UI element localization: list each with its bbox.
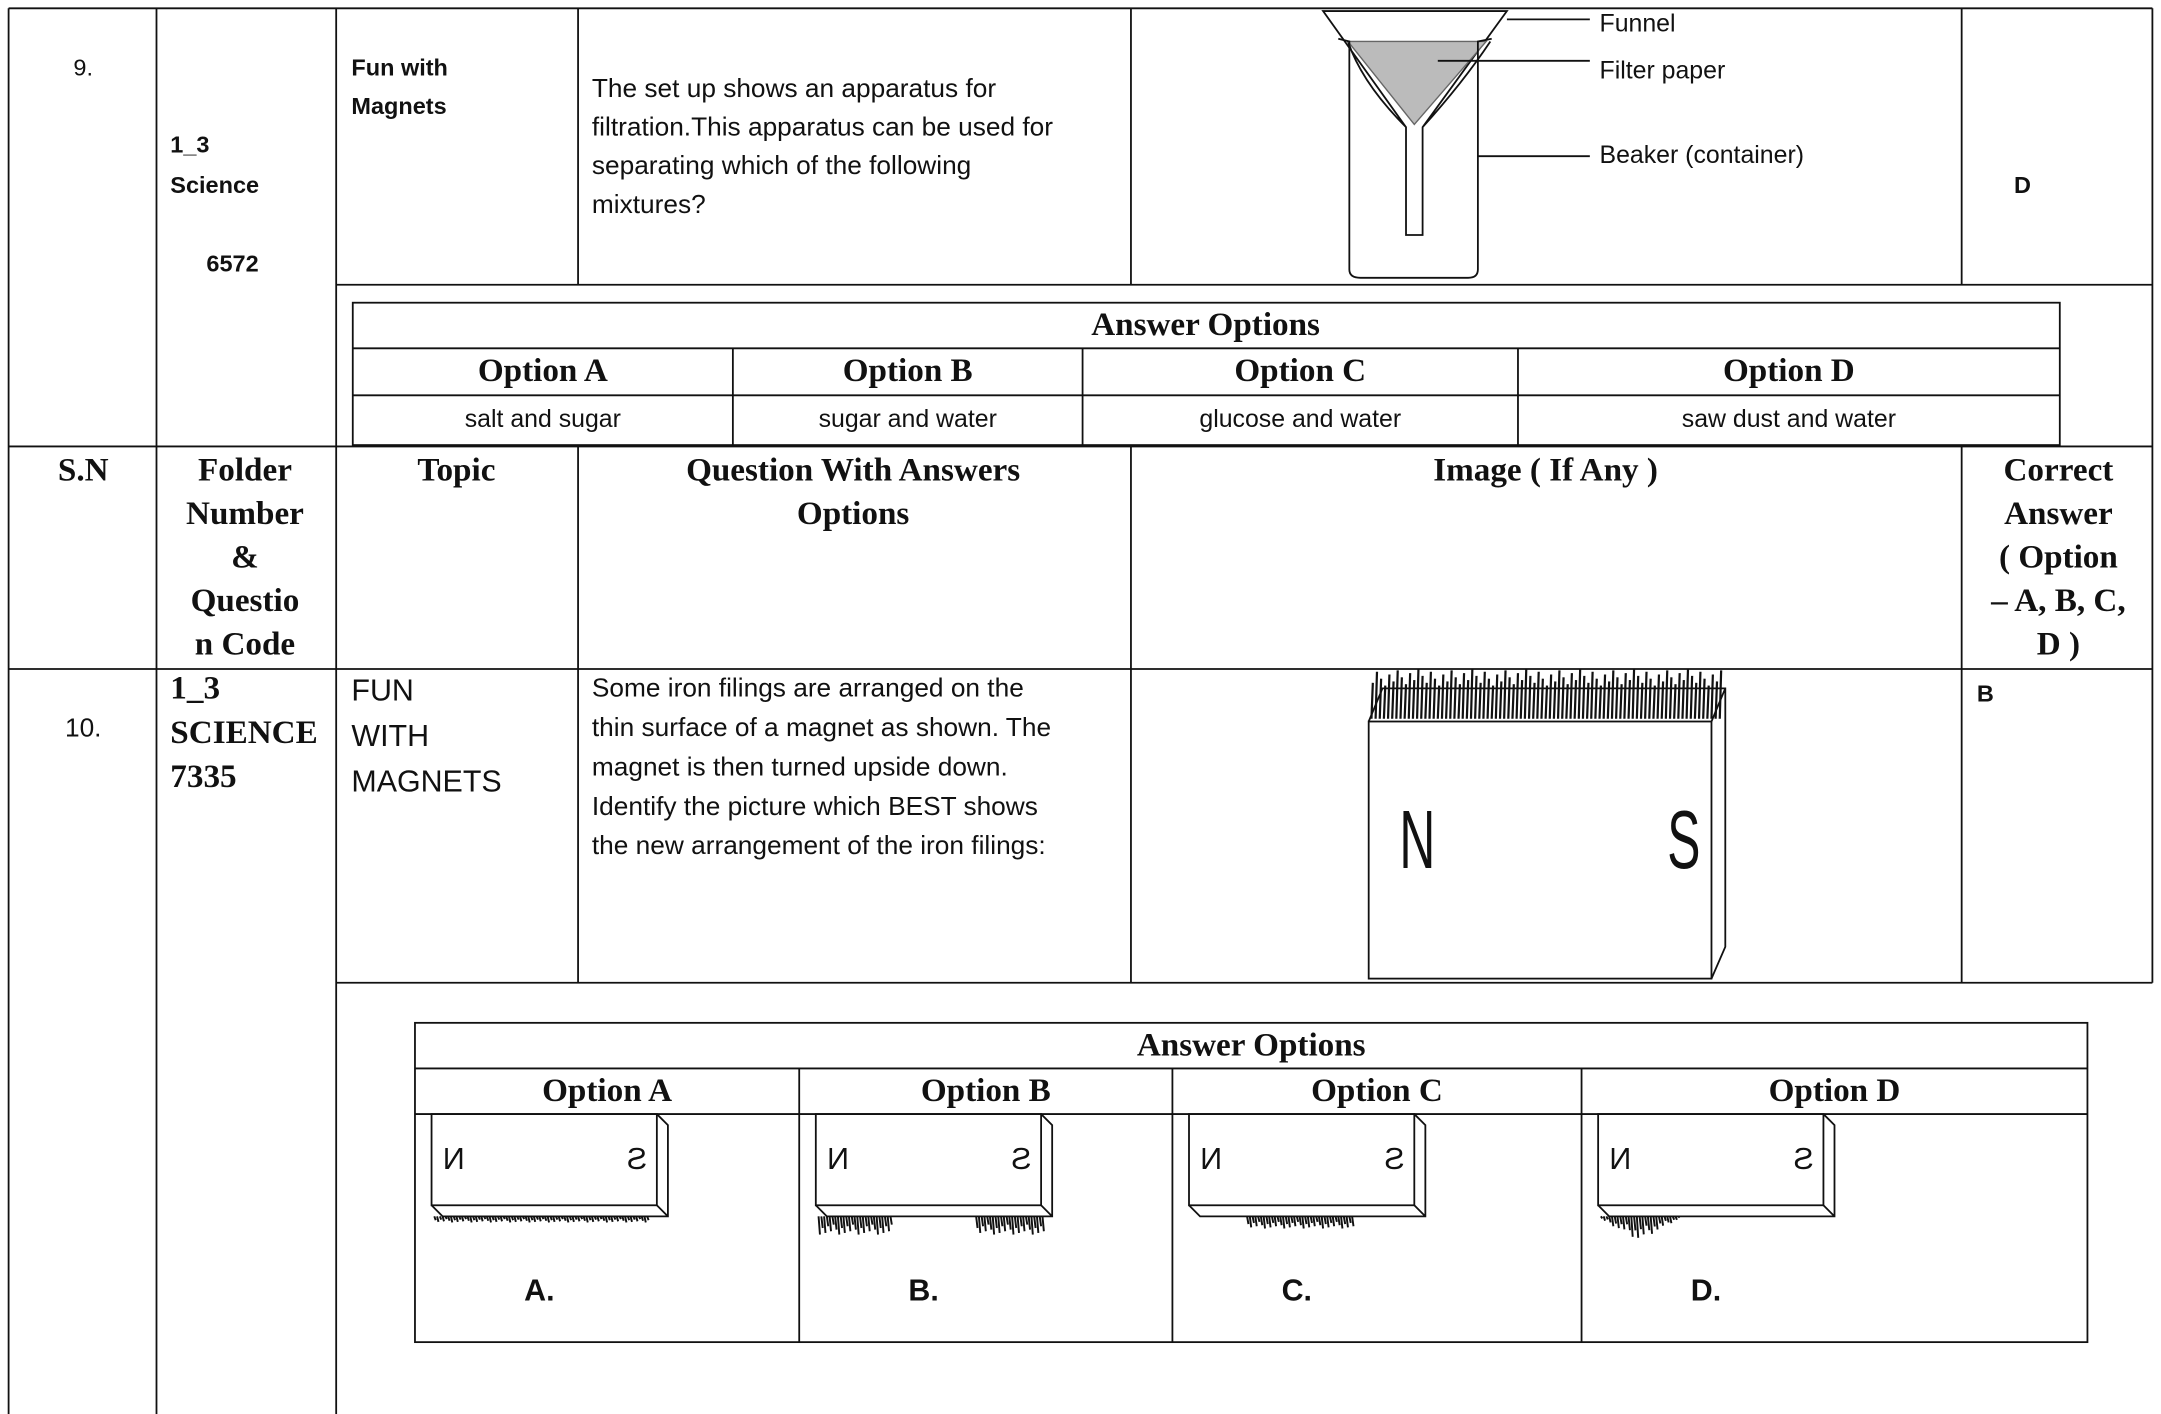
topic: Magnets: [351, 93, 446, 119]
filter-paper: [1346, 40, 1488, 126]
magnet-edge: [1597, 1113, 1836, 1218]
option-text: sugar and water: [819, 405, 997, 433]
image-label: Funnel: [1600, 9, 1676, 37]
options-table: [414, 1021, 2089, 1344]
option-header: Option A: [542, 1072, 672, 1109]
magnet-label: N: [827, 1142, 849, 1176]
question: Some iron filings are arranged on the: [592, 673, 1024, 703]
folder-code: SCIENCE: [170, 714, 317, 751]
column-header: &: [231, 538, 259, 575]
magnet: [814, 1113, 1043, 1207]
column-header: Questio: [191, 582, 300, 619]
magnet-label: S: [627, 1142, 647, 1176]
column-header: n Code: [195, 625, 295, 662]
image-label: Filter paper: [1600, 56, 1726, 84]
options-title: Answer Options: [1137, 1026, 1366, 1063]
topic: WITH: [351, 719, 429, 753]
iron-filings: [1370, 668, 1723, 719]
question: the new arrangement of the iron filings:: [592, 830, 1046, 860]
folder-code: Science: [170, 172, 259, 198]
question: magnet is then turned upside down.: [592, 751, 1008, 781]
iron-filings: [1246, 1216, 1355, 1229]
serial-number: 9.: [73, 54, 93, 80]
magnet-label: S: [1793, 1142, 1813, 1176]
correct-answer: D: [2014, 172, 2031, 198]
magnet-label: N: [1200, 1142, 1222, 1176]
question: Identify the picture which BEST shows: [592, 791, 1038, 821]
question: The set up shows an apparatus for: [592, 73, 996, 103]
magnet-label: S: [1667, 794, 1700, 886]
correct-answer: B: [1977, 680, 1994, 706]
option-text: salt and sugar: [465, 405, 621, 433]
iron-filings: [817, 1216, 1045, 1235]
column-header: Topic: [417, 451, 495, 488]
column-header: Number: [186, 495, 304, 532]
folder-code: 1_3: [170, 132, 209, 158]
option-header: Option D: [1769, 1072, 1901, 1109]
magnet: [1188, 1113, 1416, 1207]
option-header: Option C: [1234, 352, 1366, 389]
options-table: [351, 301, 2061, 446]
folder-code: 1_3: [170, 670, 220, 707]
serial-number: 10.: [65, 713, 102, 743]
option-header: Option B: [921, 1072, 1051, 1109]
option-header: Option A: [478, 352, 608, 389]
column-header: D ): [2037, 625, 2080, 662]
magnet: [1367, 720, 1713, 980]
magnet-label: N: [1399, 794, 1435, 886]
column-header: Answer: [2004, 495, 2113, 532]
column-header: – A, B, C,: [1990, 582, 2126, 619]
iron-filings: [1600, 1215, 1681, 1238]
magnet-label: N: [443, 1142, 465, 1176]
question: mixtures?: [592, 189, 706, 219]
option-header: Option D: [1723, 352, 1855, 389]
column-header: Folder: [198, 451, 292, 488]
column-header: S.N: [58, 451, 109, 488]
column-header: ( Option: [1999, 538, 2118, 575]
magnet-label: N: [1609, 1142, 1631, 1176]
funnel-drawing: [1321, 10, 1509, 236]
folder-code: 7335: [170, 758, 236, 795]
question: filtration.This apparatus can be used fo…: [592, 111, 1053, 141]
topic: Fun with: [351, 54, 448, 80]
column-header: Image ( If Any ): [1433, 451, 1658, 488]
option-text: glucose and water: [1199, 405, 1401, 433]
magnet: [430, 1113, 658, 1207]
topic: MAGNETS: [351, 765, 501, 799]
image-label: Beaker (container): [1600, 141, 1805, 169]
iron-filings: [433, 1215, 650, 1223]
column-header: Options: [797, 495, 910, 532]
folder-code: 6572: [206, 251, 258, 277]
magnet-label: S: [1011, 1142, 1031, 1176]
magnet-edge: [815, 1113, 1054, 1218]
option-label: D.: [1691, 1273, 1721, 1307]
option-header: Option B: [843, 352, 973, 389]
magnet-edge: [1367, 687, 1727, 979]
magnet-edge: [430, 1113, 669, 1218]
topic: FUN: [351, 674, 413, 708]
option-header: Option C: [1311, 1072, 1443, 1109]
option-text: saw dust and water: [1682, 405, 1896, 433]
option-label: C.: [1282, 1273, 1312, 1307]
column-header: Correct: [2003, 451, 2113, 488]
column-header: Question With Answers: [686, 451, 1020, 488]
question: thin surface of a magnet as shown. The: [592, 712, 1051, 742]
question: separating which of the following: [592, 150, 971, 180]
magnet-label: S: [1384, 1142, 1404, 1176]
magnet: [1597, 1113, 1825, 1207]
beaker: [1338, 37, 1492, 279]
magnet-edge: [1188, 1113, 1427, 1218]
option-label: B.: [908, 1273, 938, 1307]
option-label: A.: [524, 1273, 554, 1307]
options-title: Answer Options: [1091, 306, 1320, 343]
